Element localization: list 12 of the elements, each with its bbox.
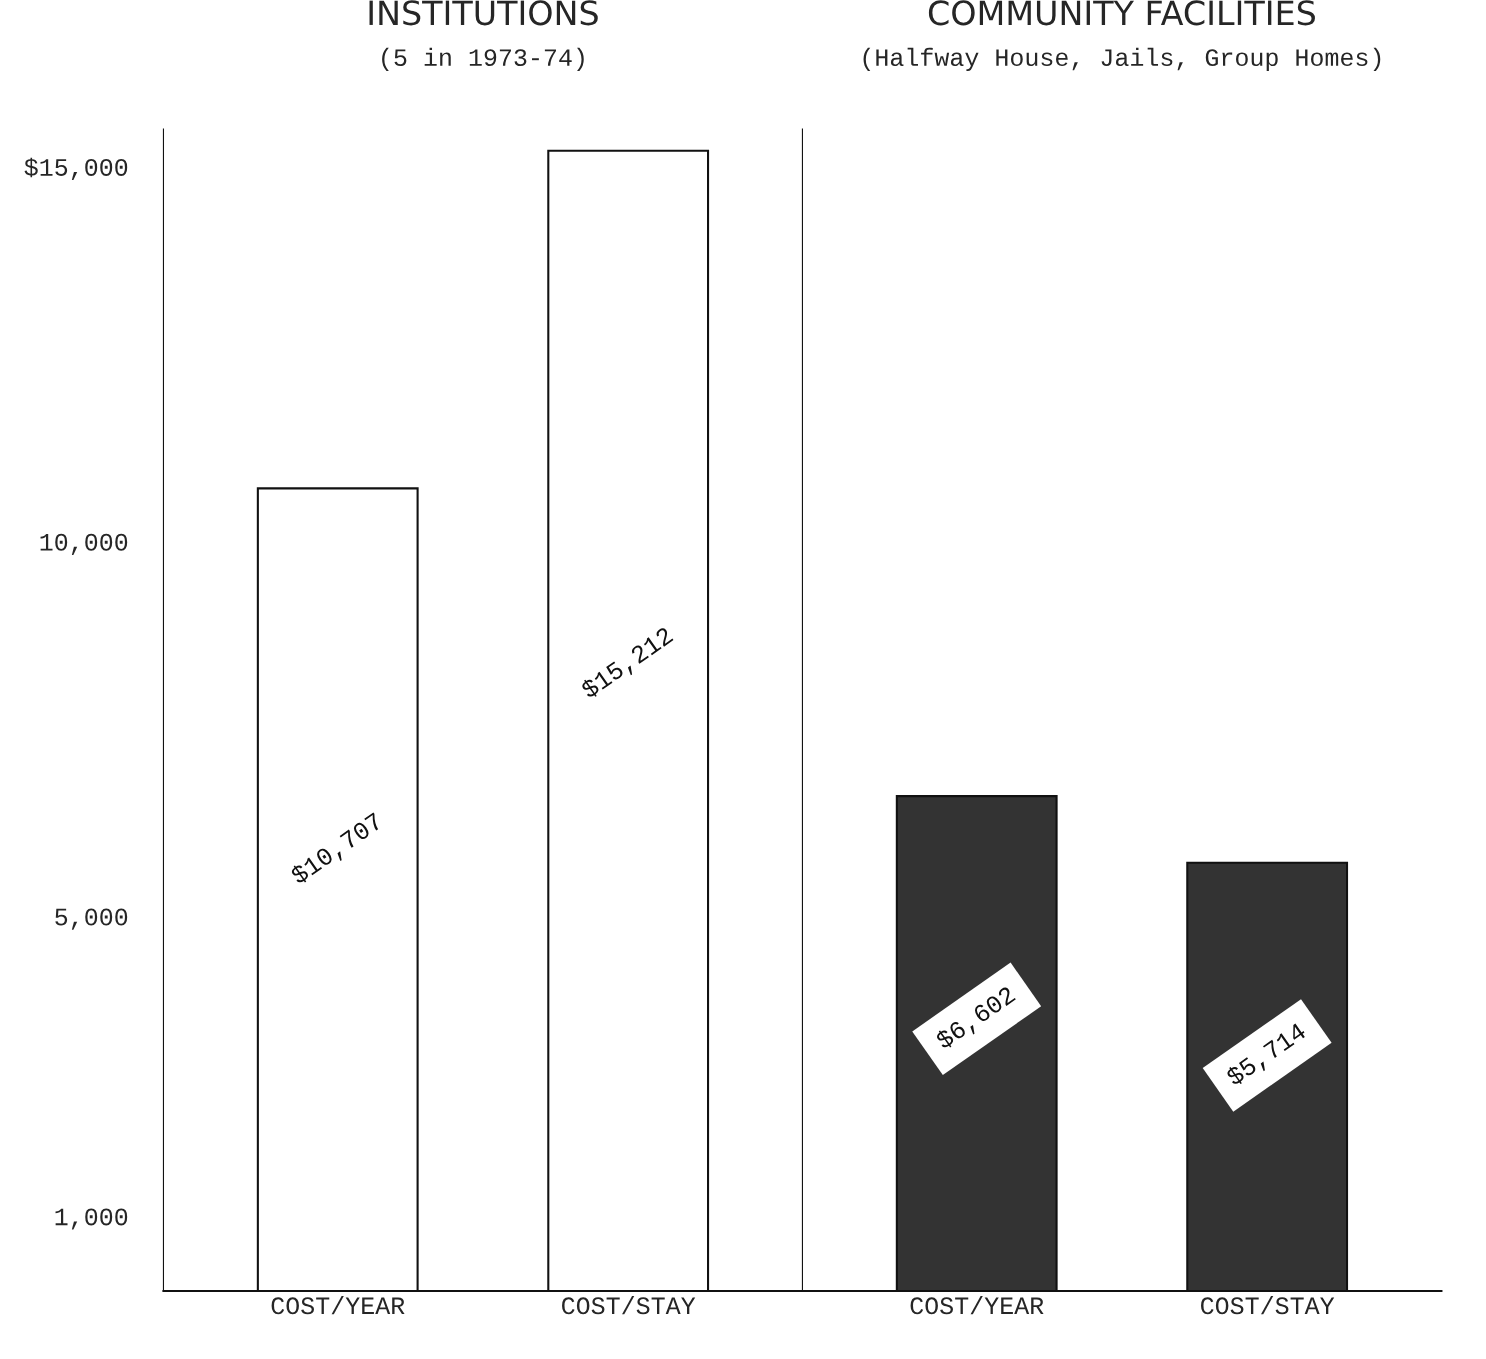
x-tick-label: COST/YEAR: [910, 1295, 1044, 1315]
chart-title: INSTITUTIONS: [369, 0, 598, 26]
y-tick-label: 5,000: [55, 908, 128, 930]
chart-title: COMMUNITY FACILITIES: [928, 0, 1315, 26]
chart-subtitle: (5 in 1973-74): [382, 47, 584, 72]
y-tick-label: 10,000: [40, 533, 128, 555]
x-tick-label: COST/STAY: [562, 1295, 696, 1315]
chart-subtitle: (Halfway House, Jails, Group Homes): [863, 47, 1381, 72]
x-tick-label: COST/YEAR: [271, 1295, 405, 1315]
x-tick-label: COST/STAY: [1201, 1295, 1335, 1315]
y-tick-label: $15,000: [24, 157, 128, 181]
y-tick-label: 1,000: [55, 1208, 128, 1230]
